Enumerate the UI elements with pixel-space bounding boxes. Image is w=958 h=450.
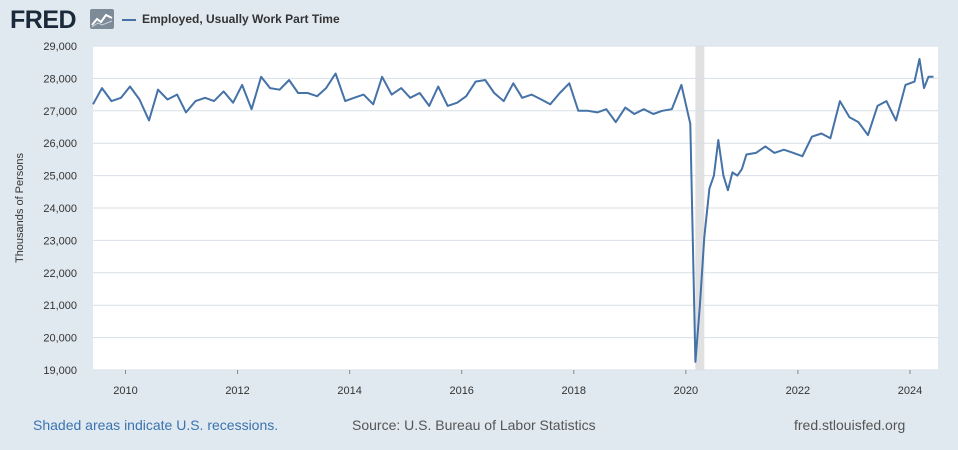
- x-tick-label: 2018: [562, 385, 586, 397]
- y-tick-label: 19,000: [43, 365, 77, 377]
- fred-logo[interactable]: FRED: [10, 6, 77, 34]
- legend-swatch: [122, 19, 136, 21]
- y-tick-label: 24,000: [43, 203, 77, 215]
- source-note[interactable]: Source: U.S. Bureau of Labor Statistics: [352, 417, 596, 433]
- recession-note: Shaded areas indicate U.S. recessions.: [33, 417, 279, 433]
- y-tick-label: 28,000: [43, 73, 77, 85]
- chart-header: FRED Employed, Usually Work Part Time: [0, 0, 958, 40]
- y-tick-label: 25,000: [43, 171, 77, 183]
- y-tick-label: 20,000: [43, 333, 77, 345]
- y-tick-label: 21,000: [43, 300, 77, 312]
- series-line: [92, 58, 934, 363]
- x-tick-label: 2010: [113, 385, 137, 397]
- y-tick-label: 26,000: [43, 138, 77, 150]
- x-tick-label: 2020: [674, 385, 698, 397]
- y-axis-ticks: 19,000 20,000 21,000 22,000 23,000 24,000 25,0…: [43, 41, 77, 377]
- y-tick-label: 27,000: [43, 106, 77, 118]
- line-chart-icon: [90, 9, 114, 29]
- x-tick-label: 2012: [225, 385, 249, 397]
- x-tick-label: 2022: [786, 385, 810, 397]
- y-axis-label: Thousands of Persons: [14, 152, 26, 263]
- y-tick-label: 23,000: [43, 235, 77, 247]
- y-tick-label: 29,000: [43, 41, 77, 53]
- x-axis-ticks: 2010 2012 2014 2016 2018 2020 2022 2024: [113, 370, 922, 397]
- x-tick-label: 2016: [449, 385, 473, 397]
- line-chart: 19,000 20,000 21,000 22,000 23,000 24,000 25,0…: [14, 41, 938, 397]
- site-link[interactable]: fred.stlouisfed.org: [794, 417, 906, 433]
- x-tick-label: 2024: [898, 385, 922, 397]
- grid-lines: [93, 45, 938, 371]
- y-tick-label: 22,000: [43, 268, 77, 280]
- x-tick-label: 2014: [337, 385, 361, 397]
- legend-series-label[interactable]: Employed, Usually Work Part Time: [142, 12, 340, 26]
